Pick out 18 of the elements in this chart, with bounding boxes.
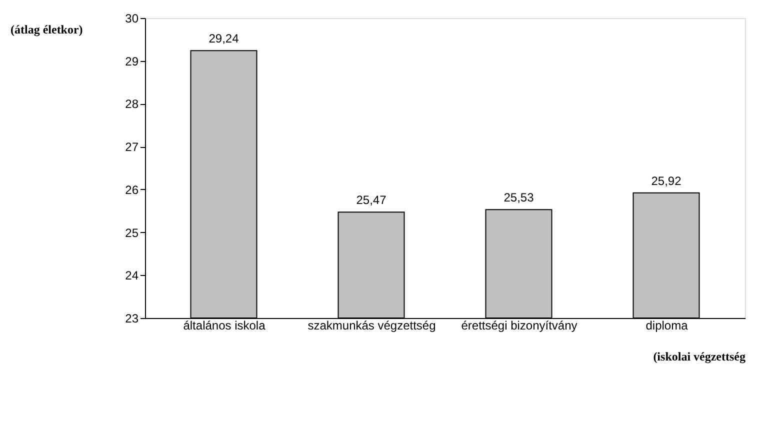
y-tick-label: 28 [125,97,139,112]
data-label: 25,47 [356,193,387,208]
y-axis-title: (átlag életkor) [10,22,83,36]
y-tick-label: 30 [125,12,139,26]
data-label: 29,24 [208,32,240,46]
x-tick-label: általános iskola [183,318,266,332]
y-tick-label: 25 [125,226,139,240]
data-label: 25,92 [651,174,682,188]
x-tick-label: diploma [646,318,688,332]
y-tick-label: 26 [125,182,139,197]
y-tick-label: 23 [125,312,139,326]
data-label: 25,53 [504,190,534,205]
y-tick-label: 29 [125,54,139,68]
y-tick-label: 27 [125,140,139,154]
x-axis-title: (iskolai végzettség [653,350,746,364]
y-tick-label: 24 [125,268,139,283]
x-tick-label: érettségi bizonyítvány [461,318,578,332]
x-tick-label: szakmunkás végzettség [308,318,436,332]
